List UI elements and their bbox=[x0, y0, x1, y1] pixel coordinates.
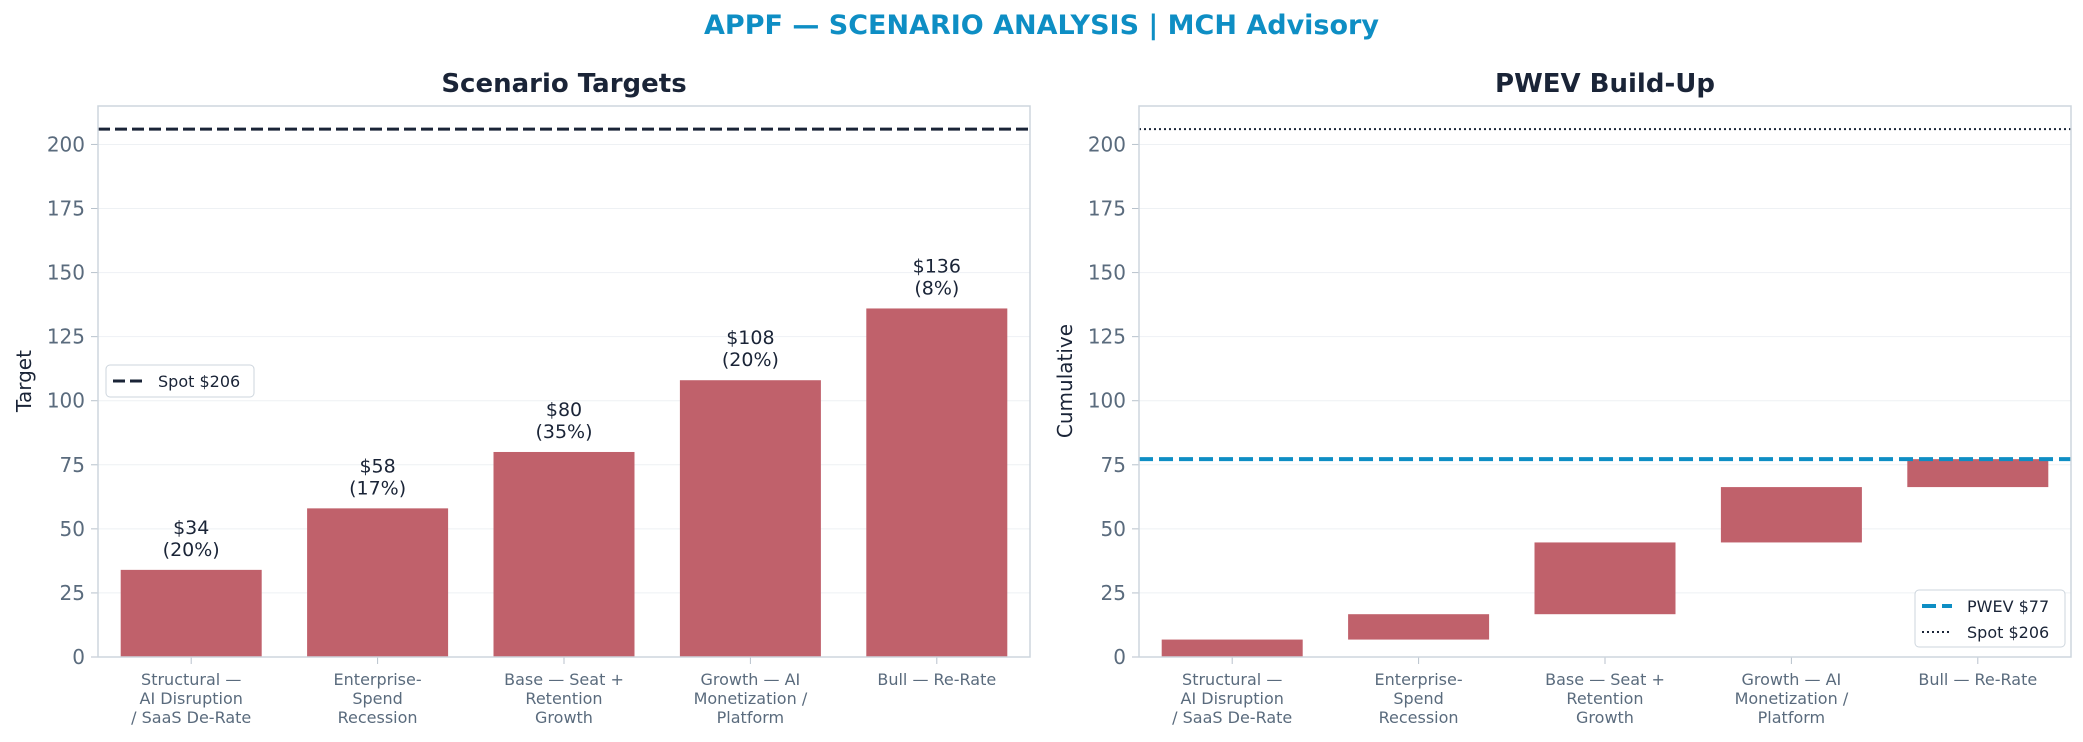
y-tick-label: 150 bbox=[47, 261, 85, 285]
y-tick-label: 125 bbox=[47, 325, 85, 349]
legend: Spot $206 bbox=[105, 364, 255, 398]
x-tick-label: / SaaS De-Rate bbox=[1172, 708, 1292, 727]
y-tick-label: 175 bbox=[1088, 197, 1126, 221]
y-tick-label: 125 bbox=[1088, 325, 1126, 349]
x-tick-label: Structural — bbox=[141, 670, 241, 689]
x-tick-label: Spend bbox=[1393, 689, 1443, 708]
x-tick-label: Bull — Re-Rate bbox=[1918, 670, 2037, 689]
x-tick-label: Recession bbox=[338, 708, 418, 727]
bar bbox=[679, 380, 821, 657]
y-tick-label: 50 bbox=[60, 517, 85, 541]
x-tick-label: Base — Seat + bbox=[1545, 670, 1665, 689]
y-tick-label: 25 bbox=[1101, 581, 1126, 605]
bar bbox=[120, 569, 262, 657]
data-label: (35%) bbox=[535, 421, 592, 443]
y-tick-label: 75 bbox=[1101, 453, 1126, 477]
legend-box bbox=[1914, 589, 2066, 648]
bars bbox=[1161, 459, 2049, 657]
plot-frame bbox=[97, 105, 1031, 658]
x-tick-label: Enterprise- bbox=[334, 670, 422, 689]
data-label: $80 bbox=[546, 399, 582, 421]
x-tick-label: AI Disruption bbox=[1181, 689, 1284, 708]
y-tick-label: 200 bbox=[1088, 132, 1126, 156]
chart-title: PWEV Build-Up bbox=[1495, 69, 1715, 99]
bar bbox=[493, 451, 635, 657]
bar bbox=[1534, 542, 1676, 615]
x-tick-label: Platform bbox=[1758, 708, 1825, 727]
x-tick-label: Monetization / bbox=[694, 689, 808, 708]
data-label: $108 bbox=[726, 327, 774, 349]
x-tick-label: Growth — AI bbox=[1742, 670, 1842, 689]
x-tick-label: Base — Seat + bbox=[504, 670, 624, 689]
chart-title: Scenario Targets bbox=[441, 69, 686, 99]
data-label: (8%) bbox=[914, 277, 959, 299]
y-tick-label: 75 bbox=[60, 453, 85, 477]
data-label: $136 bbox=[913, 255, 961, 277]
figure-title: APPF — SCENARIO ANALYSIS | MCH Advisory bbox=[704, 10, 1379, 41]
bar bbox=[866, 308, 1008, 657]
y-axis-label: Cumulative bbox=[1053, 324, 1077, 438]
legend-label: Spot $206 bbox=[158, 372, 240, 391]
legend-box bbox=[105, 364, 255, 398]
axes: 0 25 50 75 100 125 150 175 200 Structural —AI Dis… bbox=[47, 105, 1031, 727]
x-tick-label: Structural — bbox=[1182, 670, 1282, 689]
reference-lines bbox=[1139, 128, 2071, 462]
x-tick-label: AI Disruption bbox=[140, 689, 243, 708]
x-tick-label: Growth bbox=[1576, 708, 1634, 727]
x-tick-label: Retention bbox=[1566, 689, 1643, 708]
y-tick-label: 100 bbox=[47, 389, 85, 413]
legend-label: Spot $206 bbox=[1967, 623, 2049, 642]
x-tick-label: / SaaS De-Rate bbox=[131, 708, 251, 727]
x-tick-label: Recession bbox=[1379, 708, 1459, 727]
x-tick-label: Enterprise- bbox=[1375, 670, 1463, 689]
data-label: (17%) bbox=[349, 477, 406, 499]
x-tick-label: Bull — Re-Rate bbox=[877, 670, 996, 689]
bar bbox=[1907, 459, 2049, 488]
x-tick-label: Growth bbox=[535, 708, 593, 727]
legend-label: PWEV $77 bbox=[1967, 597, 2049, 616]
bars: $34(20%)$58(17%)$80(35%)$108(20%)$136(8%… bbox=[120, 255, 1008, 657]
data-label: $34 bbox=[173, 517, 209, 539]
y-tick-label: 25 bbox=[60, 581, 85, 605]
legend: PWEV $77 Spot $206 bbox=[1914, 589, 2066, 648]
data-label: $58 bbox=[359, 455, 395, 477]
x-tick-label: Spend bbox=[352, 689, 402, 708]
x-tick-label: Retention bbox=[525, 689, 602, 708]
y-axis-label: Target bbox=[12, 350, 36, 413]
y-tick-label: 150 bbox=[1088, 261, 1126, 285]
y-tick-label: 0 bbox=[1113, 645, 1126, 669]
bar bbox=[307, 508, 449, 657]
x-tick-label: Growth — AI bbox=[701, 670, 801, 689]
x-tick-label: Monetization / bbox=[1735, 689, 1849, 708]
data-label: (20%) bbox=[163, 539, 220, 561]
bar bbox=[1161, 639, 1303, 657]
axes: 0 25 50 75 100 125 150 175 200 Structural —AI Dis… bbox=[1088, 105, 2072, 727]
data-label: (20%) bbox=[722, 349, 779, 371]
y-tick-label: 100 bbox=[1088, 389, 1126, 413]
scenario-targets-chart: Scenario Targets $34(20%)$58(17%)$80(35%… bbox=[12, 69, 1031, 727]
y-tick-label: 175 bbox=[47, 197, 85, 221]
x-tick-label: Platform bbox=[717, 708, 784, 727]
plot-frame bbox=[1138, 105, 2072, 658]
y-tick-label: 200 bbox=[47, 132, 85, 156]
bar bbox=[1348, 614, 1490, 640]
bar bbox=[1720, 487, 1862, 543]
y-tick-label: 50 bbox=[1101, 517, 1126, 541]
y-tick-label: 0 bbox=[72, 645, 85, 669]
